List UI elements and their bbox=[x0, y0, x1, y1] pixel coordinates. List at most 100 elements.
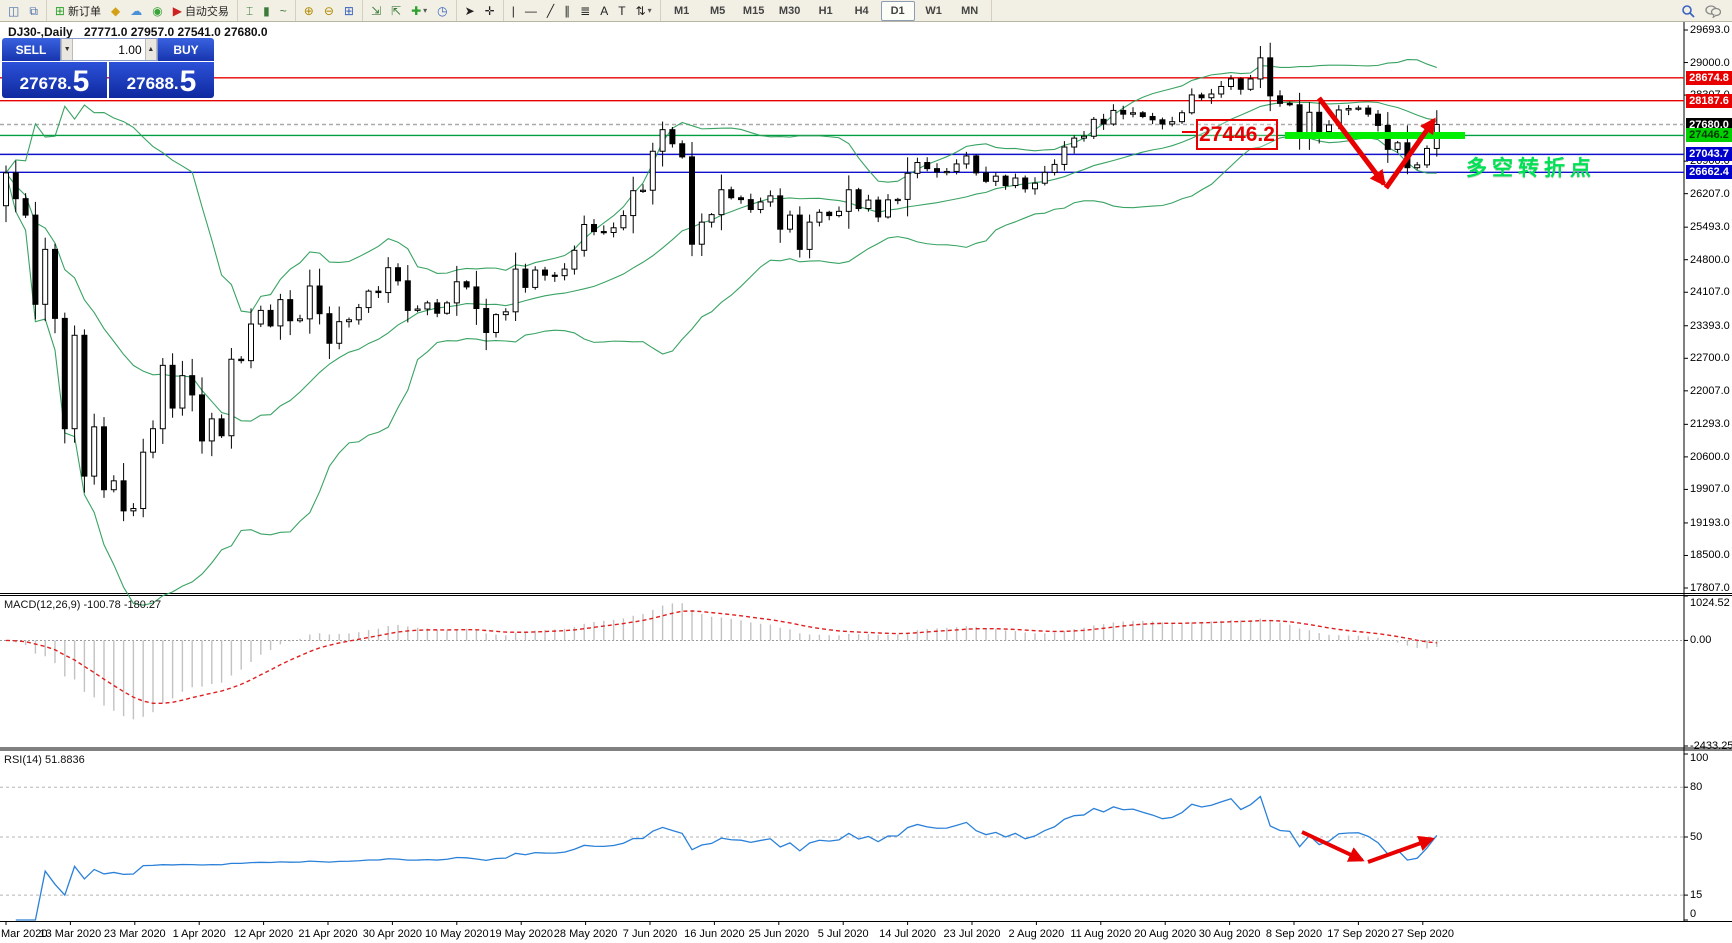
date-axis-label: 12 Apr 2020 bbox=[233, 928, 294, 940]
timeframe-m30-button[interactable]: M30 bbox=[778, 4, 801, 17]
fibonacci-icon[interactable]: ≣ bbox=[576, 1, 594, 21]
candlestick-icon[interactable]: ▮ bbox=[259, 1, 274, 21]
trendline-icon[interactable]: ╱ bbox=[543, 1, 558, 21]
chart-window-icon: ◫ bbox=[8, 3, 20, 18]
search-icon[interactable] bbox=[1677, 1, 1699, 21]
rsi-axis-label: 80 bbox=[1690, 781, 1703, 794]
date-axis-label: 30 Apr 2020 bbox=[362, 928, 423, 940]
candlestick-icon: ▮ bbox=[263, 3, 270, 18]
price-tick-label: 22007.0 bbox=[1690, 384, 1730, 397]
timeframe-w1-button[interactable]: W1 bbox=[925, 4, 942, 17]
tile-windows-icon[interactable]: ⊞ bbox=[340, 1, 358, 21]
date-axis-label: 23 Mar 2020 bbox=[103, 928, 166, 940]
rsi-axis-label: 100 bbox=[1690, 752, 1709, 764]
dropdown-caret-icon: ▾ bbox=[423, 6, 428, 15]
date-axis-label: 10 May 2020 bbox=[424, 928, 489, 940]
timeframe-h4-button[interactable]: H4 bbox=[854, 4, 869, 17]
market-icon[interactable]: ◆ bbox=[107, 1, 124, 21]
rsi-axis-label: 15 bbox=[1690, 889, 1703, 902]
price-level-badge: 28674.8 bbox=[1686, 70, 1732, 85]
date-axis-label: 5 Jul 2020 bbox=[817, 928, 869, 940]
turning-point-note[interactable]: 多空转折点 bbox=[1466, 157, 1596, 180]
zoom-in-icon[interactable]: ⊕ bbox=[300, 1, 318, 21]
vertical-line-icon[interactable]: | bbox=[508, 1, 519, 21]
crosshair-icon[interactable]: ✛ bbox=[481, 1, 499, 21]
sell-price-small: 27678. bbox=[19, 74, 72, 93]
add-indicator-icon[interactable]: ✚ ▾ bbox=[407, 1, 431, 21]
volume-increase-button[interactable]: ▲ bbox=[144, 39, 157, 60]
new-order-icon: ⊞ bbox=[54, 3, 65, 18]
line-chart-icon[interactable]: ~ bbox=[276, 1, 291, 21]
timeframe-mn-button[interactable]: MN bbox=[961, 4, 979, 17]
ohlc-bars-icon: ⌶ bbox=[245, 3, 254, 18]
sell-button[interactable]: SELL bbox=[2, 38, 60, 61]
support-price-label[interactable]: 27446.2 bbox=[1196, 119, 1278, 150]
toolbar-group-6: | — ╱ ∥ ≣ A T ⇅ ▾ bbox=[504, 0, 661, 21]
timeframe-m1-button[interactable]: M1 bbox=[673, 4, 690, 17]
text-label-icon[interactable]: T bbox=[614, 1, 629, 21]
equidistant-channel-icon[interactable]: ∥ bbox=[560, 1, 574, 21]
zoom-out-icon[interactable]: ⊖ bbox=[320, 1, 338, 21]
toolbar-right bbox=[1676, 0, 1726, 21]
ohlc-values: 27771.0 27957.0 27541.0 27680.0 bbox=[84, 25, 268, 39]
horizontal-line-icon[interactable]: — bbox=[521, 1, 541, 21]
timeframe-m15-button[interactable]: M15 bbox=[742, 4, 765, 17]
volume-decrease-button[interactable]: ▼ bbox=[61, 39, 74, 60]
autotrade-icon: ▶ bbox=[172, 3, 182, 18]
cursor-icon[interactable]: ➤ bbox=[461, 1, 479, 21]
periods-clock-icon[interactable]: ◷ bbox=[433, 1, 451, 21]
main-toolbar: ◫ ⧉ ⊞ 新订单 ◆ ☁ ◉ ▶ 自动交易 ⌶ ▮ ~ ⊕ ⊖ ⊞ ⇲ ⇱ ✚ ▾ ◷ ➤ ✛ | — ╱ ∥ ≣ A T ⇅ ▾ M1 M5… bbox=[0, 0, 1732, 22]
symbol-period-label: DJ30-,Daily bbox=[8, 25, 73, 39]
date-axis-label: 21 Apr 2020 bbox=[298, 928, 358, 940]
equidistant-channel-icon: ∥ bbox=[564, 3, 571, 18]
timeframe-h1-button[interactable]: H1 bbox=[818, 4, 833, 17]
macd-axis-label: 1024.52 bbox=[1690, 597, 1730, 609]
autotrade-icon-label: 自动交易 bbox=[184, 5, 229, 18]
price-tick-label: 25493.0 bbox=[1690, 221, 1730, 234]
indicator-window-icon[interactable]: ⇲ bbox=[367, 1, 385, 21]
signals-icon[interactable]: ◉ bbox=[148, 1, 166, 21]
cursor-icon: ➤ bbox=[464, 3, 475, 18]
price-level-badge: 26662.4 bbox=[1686, 165, 1732, 180]
price-level-badge: 27680.0 bbox=[1686, 117, 1732, 132]
text-icon[interactable]: A bbox=[596, 1, 612, 21]
chat-icon[interactable] bbox=[1701, 1, 1725, 21]
line-chart-icon: ~ bbox=[279, 3, 287, 18]
vertical-line-icon: | bbox=[511, 3, 515, 18]
timeframe-m5-button[interactable]: M5 bbox=[709, 4, 726, 17]
new-order-icon[interactable]: ⊞ 新订单 bbox=[51, 1, 105, 21]
ohlc-bars-icon[interactable]: ⌶ bbox=[242, 1, 257, 21]
date-axis-label: 28 May 2020 bbox=[553, 928, 618, 940]
date-axis-label: 17 Sep 2020 bbox=[1327, 928, 1390, 940]
price-tick-label: 24107.0 bbox=[1690, 286, 1730, 299]
indicator-list-icon[interactable]: ⇱ bbox=[387, 1, 405, 21]
date-axis-label: 20 Aug 2020 bbox=[1134, 928, 1197, 940]
buy-button[interactable]: BUY bbox=[158, 38, 214, 61]
date-axis-label: Mar 2020 bbox=[1, 928, 48, 940]
arrows-icon[interactable]: ⇅ ▾ bbox=[632, 1, 656, 21]
date-axis-label: 11 Aug 2020 bbox=[1070, 928, 1132, 940]
dropdown-caret-icon: ▾ bbox=[647, 6, 652, 15]
community-cloud-icon[interactable]: ☁ bbox=[126, 1, 146, 21]
toolbar-group-4: ⇲ ⇱ ✚ ▾ ◷ bbox=[363, 0, 457, 21]
rsi-axis-label: 0 bbox=[1690, 908, 1697, 920]
fibonacci-icon: ≣ bbox=[580, 3, 591, 18]
rsi-axis-label: 50 bbox=[1690, 831, 1703, 843]
price-tick-label: 26207.0 bbox=[1690, 187, 1730, 200]
price-tick-label: 19193.0 bbox=[1690, 516, 1730, 529]
toolbar-group-1: ⊞ 新订单 ◆ ☁ ◉ ▶ 自动交易 bbox=[47, 0, 238, 21]
zoom-in-icon: ⊕ bbox=[303, 3, 314, 18]
chart-window-icon[interactable]: ◫ bbox=[4, 1, 23, 21]
toolbar-group-3: ⊕ ⊖ ⊞ bbox=[296, 0, 363, 21]
price-tick-label: 18500.0 bbox=[1690, 549, 1730, 562]
volume-input[interactable] bbox=[73, 39, 145, 60]
buy-price[interactable]: 27688. 5 bbox=[109, 62, 214, 98]
autotrade-icon[interactable]: ▶ 自动交易 bbox=[169, 1, 233, 21]
date-axis-label: 7 Jun 2020 bbox=[622, 928, 678, 940]
sell-price[interactable]: 27678. 5 bbox=[2, 62, 107, 98]
data-window-icon[interactable]: ⧉ bbox=[25, 1, 42, 21]
timeframe-d1-button[interactable]: D1 bbox=[880, 0, 915, 21]
date-axis-label: 2 Aug 2020 bbox=[1008, 928, 1065, 940]
indicator-list-icon: ⇱ bbox=[391, 3, 402, 18]
